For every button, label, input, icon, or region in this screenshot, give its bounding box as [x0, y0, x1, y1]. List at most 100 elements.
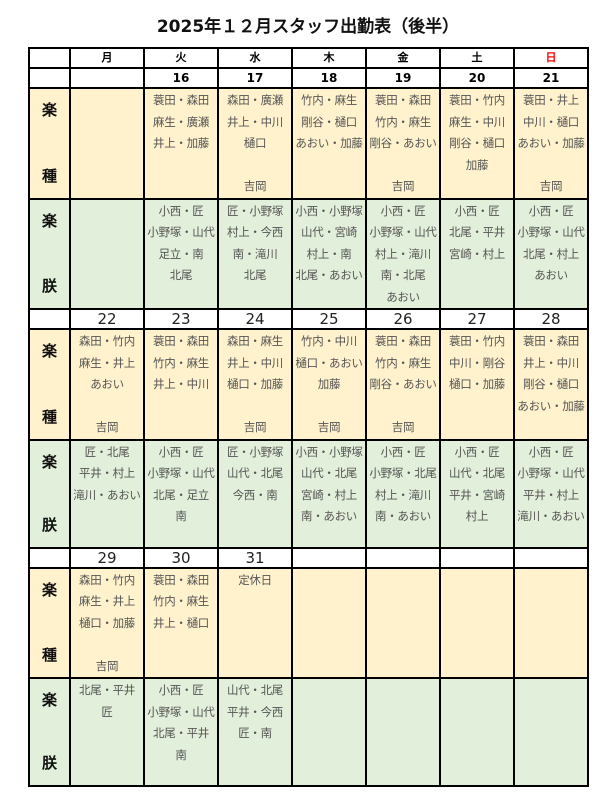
date-row: 29 30 31: [28, 546, 589, 569]
staff-lines: [72, 90, 142, 91]
staff-line: [516, 155, 586, 177]
staff-line: 井上・中川: [227, 355, 283, 370]
staff-line: あおい: [90, 377, 124, 391]
row-label-top: 楽: [41, 342, 57, 360]
row-label-cell: 楽種: [28, 328, 71, 441]
staff-line: 小野塚・山代: [147, 225, 215, 239]
staff-line: 小西・匠: [454, 203, 500, 218]
staff-line: 村上・滝川: [375, 246, 431, 261]
row-label-bottom: 種: [41, 407, 57, 426]
staff-lines: 匠・小野塚 村上・今西 南・滝川 北尾: [220, 200, 290, 286]
weekday-header: 火: [143, 47, 219, 69]
staff-line: 山代・北尾: [227, 466, 283, 480]
staff-line: 加藤: [465, 157, 489, 172]
staff-line: あおい: [386, 289, 420, 304]
date-cell: 31: [217, 546, 293, 569]
staff-cell: [439, 566, 515, 679]
date-cell: 29: [69, 546, 145, 569]
staff-cell: 小西・匠 山代・北尾 平井・宮崎 村上: [439, 438, 515, 549]
staff-lines: [294, 569, 364, 570]
staff-cell: 蓑田・竹内 中川・剛谷 樋口・加藤: [439, 328, 515, 441]
staff-cell: 蓑田・森田 竹内・麻生 剛谷・あおい 吉岡: [365, 87, 441, 200]
staff-cell: 森田・竹内 麻生・井上 樋口・加藤 吉岡: [69, 566, 145, 679]
staff-line: 竹内・麻生: [153, 355, 209, 370]
staff-line: 今西・南: [232, 487, 278, 502]
page-title: 2025年１２月スタッフ出勤表（後半）: [156, 17, 460, 37]
date-cell: [365, 546, 441, 569]
staff-line: 匠・小野塚: [227, 203, 283, 218]
staff-line: 吉岡: [95, 420, 119, 434]
staff-line: 山代・北尾: [301, 466, 357, 480]
row-label-cell: 楽朕: [28, 197, 71, 310]
staff-line: 井上・中川: [153, 377, 209, 391]
staff-lines: 森田・廣瀬 井上・中川 樋口 吉岡: [220, 90, 290, 197]
staff-line: 井上・中川: [227, 114, 283, 129]
staff-line: 北尾・平井: [449, 225, 505, 239]
staff-line: 小西・匠: [528, 444, 574, 459]
staff-cell: 蓑田・竹内 麻生・中川 剛谷・樋口 加藤: [439, 87, 515, 200]
staff-lines: 匠・北尾 平井・村上 滝川・あおい: [72, 442, 142, 507]
staff-lines: 小西・匠 山代・北尾 平井・宮崎 村上: [442, 442, 512, 528]
date-cell: 23: [143, 308, 219, 330]
staff-row-b: 楽朕北尾・平井匠小西・匠 小野塚・山代 北尾・平井南山代・北尾 平井・今西 匠・南: [28, 677, 589, 787]
staff-line: 北尾: [243, 268, 267, 282]
staff-line: 小西・匠: [528, 203, 574, 218]
staff-lines: 竹内・中川 樋口・あおい 加藤 吉岡: [294, 331, 364, 438]
date-cell: 26: [365, 308, 441, 330]
staff-line: 小西・匠: [158, 203, 204, 218]
staff-lines: [293, 679, 365, 680]
staff-line: 宮崎・村上: [449, 246, 505, 261]
row-label-bottom: 種: [41, 646, 57, 664]
row-label-bottom: 朕: [41, 754, 57, 772]
staff-line: 樋口: [243, 136, 267, 150]
staff-line: 小野塚・山代: [147, 704, 215, 719]
staff-cell: 山代・北尾 平井・今西 匠・南: [217, 677, 293, 787]
staff-line: 小西・小野塚: [295, 203, 363, 218]
staff-line: 宮崎・村上: [301, 487, 357, 502]
staff-line: 森田・麻生: [227, 334, 283, 348]
staff-line: 北尾・平井: [79, 683, 135, 697]
staff-cell: 蓑田・森田 竹内・麻生 剛谷・あおい 吉岡: [365, 328, 441, 441]
staff-line: 吉岡: [243, 420, 267, 434]
staff-line: 樋口・あおい: [295, 355, 363, 370]
staff-cell: [365, 677, 441, 787]
staff-line: 麻生・井上: [79, 594, 135, 608]
staff-line: 匠: [101, 704, 113, 719]
staff-line: 吉岡: [391, 179, 415, 193]
date-cell: 16: [143, 67, 219, 89]
staff-cell: [69, 87, 145, 200]
staff-cell: [291, 677, 367, 787]
date-cell: 22: [69, 308, 145, 330]
staff-line: 滝川・あおい: [517, 509, 585, 523]
staff-line: 小野塚・山代: [147, 466, 215, 480]
staff-line: 中川・樋口: [523, 114, 579, 129]
staff-lines: 竹内・麻生 剛谷・樋口 あおい・加藤: [294, 90, 364, 155]
staff-line: 村上: [465, 509, 489, 523]
staff-line: 山代・北尾: [227, 683, 283, 697]
staff-line: 小野塚・山代: [517, 225, 585, 239]
date-cell: 28: [513, 308, 589, 330]
row-label-top: 楽: [41, 452, 57, 471]
staff-cell: [439, 677, 515, 787]
staff-line: 北尾・平井: [153, 726, 209, 740]
staff-line: 小野塚・山代: [369, 225, 437, 239]
date-cell: 21: [513, 67, 589, 89]
staff-line: 小西・匠: [380, 203, 426, 218]
date-label-cell: [28, 67, 71, 89]
schedule-table: 月火水木金土日 16 17 18 19 20 21 楽種蓑田・森田 麻生・廣瀬 井上・加藤 森田・廣…: [28, 47, 589, 787]
staff-line: 竹内・麻生: [153, 594, 209, 608]
staff-line: 山代・北尾: [449, 466, 505, 480]
staff-cell: 森田・廣瀬 井上・中川 樋口 吉岡: [217, 87, 293, 200]
staff-line: [368, 396, 438, 418]
staff-cell: [513, 677, 589, 787]
staff-lines: 蓑田・竹内 麻生・中川 剛谷・樋口 加藤: [442, 90, 512, 176]
row-label-cell: 楽朕: [28, 438, 71, 549]
staff-cell: 北尾・平井匠: [69, 677, 145, 787]
staff-lines: 小西・匠 小野塚・山代 北尾・平井南: [146, 680, 216, 766]
staff-line: 村上・南: [306, 246, 352, 261]
staff-cell: 小西・匠 小野塚・山代 村上・滝川 南・北尾 あおい: [365, 197, 441, 310]
row-label-bottom: 朕: [41, 277, 57, 295]
staff-line: 蓑田・森田: [375, 93, 431, 107]
staff-row-b: 楽朕小西・匠 小野塚・山代 足立・南 北尾 匠・小野塚 村上・今西 南・滝川 北尾 小西・小野塚…: [28, 197, 589, 310]
staff-line: 井上・樋口: [153, 615, 209, 630]
